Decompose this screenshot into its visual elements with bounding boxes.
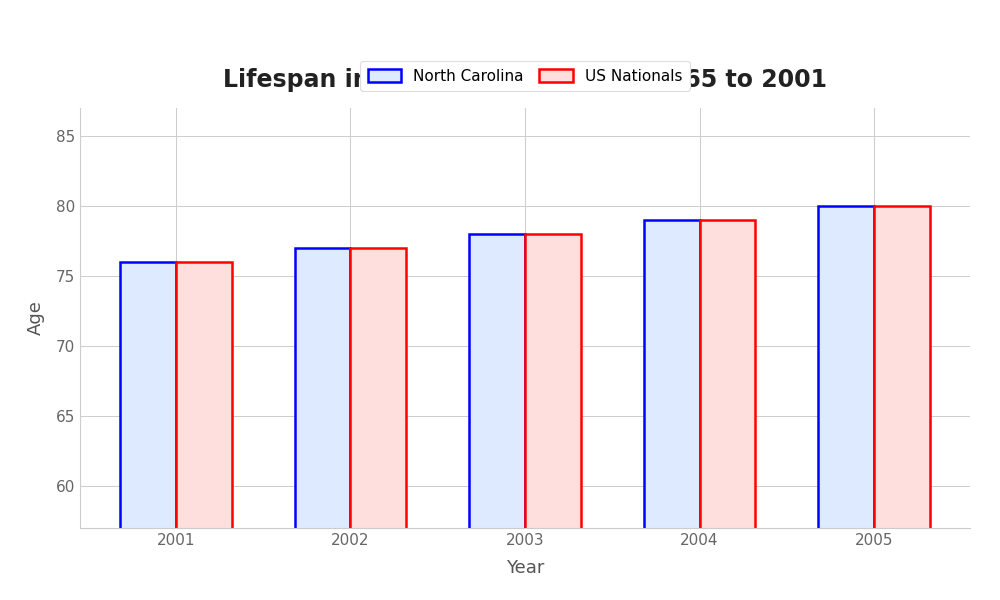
Bar: [700, 220, 755, 600]
Bar: [350, 248, 406, 600]
Bar: [874, 206, 930, 600]
Bar: [120, 262, 176, 600]
Y-axis label: Age: Age: [27, 301, 45, 335]
Bar: [469, 234, 525, 600]
Legend: North Carolina, US Nationals: North Carolina, US Nationals: [360, 61, 690, 91]
Bar: [295, 248, 350, 600]
X-axis label: Year: Year: [506, 559, 544, 577]
Bar: [176, 262, 232, 600]
Bar: [525, 234, 581, 600]
Bar: [818, 206, 874, 600]
Title: Lifespan in North Carolina from 1965 to 2001: Lifespan in North Carolina from 1965 to …: [223, 68, 827, 92]
Bar: [644, 220, 700, 600]
